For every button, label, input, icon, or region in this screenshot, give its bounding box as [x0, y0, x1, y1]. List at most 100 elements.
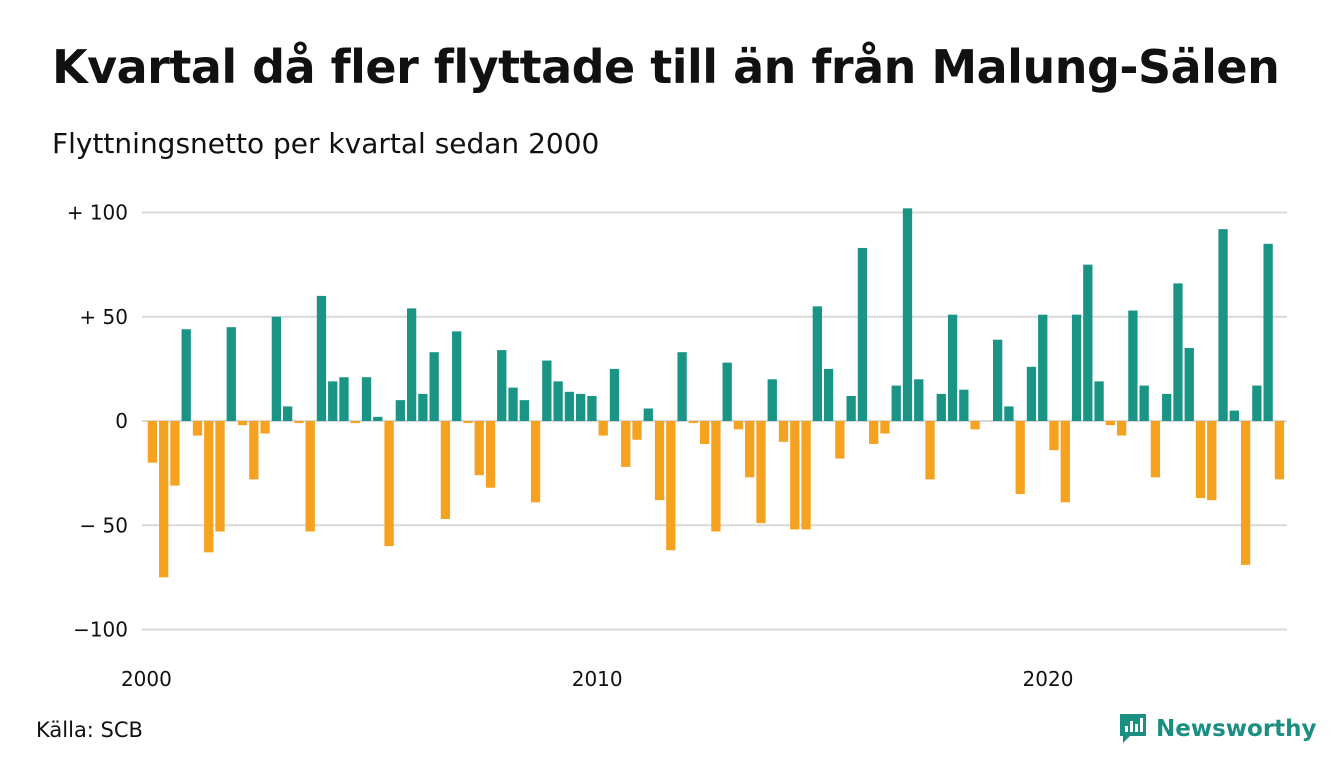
bar-negative — [925, 421, 935, 480]
bar-positive — [508, 387, 518, 421]
bar-positive — [1229, 410, 1239, 421]
y-tick-label: −100 — [73, 618, 128, 642]
bar-negative — [384, 421, 394, 547]
bar-positive — [181, 329, 191, 421]
bar-negative — [970, 421, 980, 430]
bar-negative — [1049, 421, 1059, 451]
bar-positive — [857, 247, 868, 421]
bar-positive — [587, 395, 597, 421]
newsworthy-logo: Newsworthy — [1118, 712, 1317, 746]
brand-name: Newsworthy — [1156, 716, 1317, 742]
bar-negative — [350, 421, 360, 424]
bar-negative — [463, 421, 473, 424]
bar-negative — [1150, 421, 1161, 478]
bar-positive — [1173, 283, 1183, 421]
bar-negative — [621, 421, 631, 467]
bar-positive — [564, 391, 575, 421]
bar-negative — [835, 421, 845, 459]
bar-negative — [756, 421, 766, 524]
x-tick-label: 2010 — [572, 667, 623, 691]
bar-negative — [778, 421, 789, 442]
bar-positive — [226, 327, 236, 422]
bar-positive — [1218, 229, 1228, 421]
bar-positive — [959, 389, 969, 421]
bar-negative — [1015, 421, 1025, 494]
bar-negative — [474, 421, 484, 476]
x-tick-label: 2020 — [1023, 667, 1074, 691]
bar-negative — [305, 421, 315, 532]
bar-positive — [1139, 385, 1149, 422]
bar-negative — [869, 421, 879, 444]
bar-positive — [643, 408, 653, 421]
bar-negative — [790, 421, 800, 530]
bar-positive — [328, 381, 338, 421]
bar-positive — [902, 208, 913, 421]
bar-negative — [530, 421, 541, 503]
bar-positive — [497, 350, 507, 421]
bar-negative — [1195, 421, 1206, 499]
bar-positive — [1071, 314, 1082, 421]
bar-negative — [1274, 421, 1285, 480]
bar-negative — [1116, 421, 1127, 436]
bar-positive — [891, 385, 901, 422]
bar-negative — [215, 421, 225, 532]
bar-positive — [1184, 348, 1194, 421]
bar-negative — [249, 421, 259, 480]
newsworthy-logo-icon — [1120, 714, 1146, 743]
x-axis-ticks: 2000 2010 2020 — [121, 667, 1074, 691]
bar-positive — [553, 381, 563, 421]
bar-positive — [373, 416, 383, 421]
bar-negative — [147, 421, 158, 463]
bar-positive — [395, 400, 405, 421]
bar-positive — [1004, 406, 1014, 421]
bar-negative — [170, 421, 180, 486]
bar-positive — [846, 395, 856, 421]
bar-positive — [947, 314, 958, 421]
bar-negative — [598, 421, 608, 436]
bar-chart: + 100 + 50 0 − 50 −100 2000 2010 2020 — [67, 201, 1287, 691]
bar-positive — [361, 377, 372, 421]
bar-negative — [192, 421, 203, 436]
bar-negative — [1105, 421, 1115, 426]
bar-positive — [542, 360, 552, 421]
bar-positive — [339, 377, 349, 421]
bar-negative — [440, 421, 451, 519]
bar-negative — [1207, 421, 1217, 501]
bar-negative — [688, 421, 699, 424]
bar-positive — [452, 331, 462, 422]
bar-positive — [1026, 366, 1037, 421]
bar-negative — [1060, 421, 1070, 503]
bar-positive — [1162, 393, 1172, 421]
bar-positive — [1263, 243, 1273, 421]
bar-positive — [282, 406, 293, 421]
bar-positive — [812, 306, 822, 421]
bar-negative — [485, 421, 496, 488]
bar-negative — [699, 421, 710, 444]
bar-positive — [1038, 314, 1048, 421]
bar-negative — [237, 421, 248, 426]
bar-positive — [767, 379, 777, 421]
bar-positive — [1094, 381, 1104, 421]
bar-positive — [1252, 385, 1262, 422]
bar-positive — [271, 316, 282, 421]
bar-positive — [914, 379, 924, 421]
bar-positive — [993, 339, 1003, 421]
bar-positive — [406, 308, 417, 421]
bar-positive — [418, 393, 428, 421]
bar-positive — [609, 368, 620, 422]
bar-negative — [733, 421, 744, 430]
bar-negative — [204, 421, 214, 553]
bar-negative — [260, 421, 270, 434]
bar-negative — [666, 421, 676, 551]
chart-subtitle: Flyttningsnetto per kvartal sedan 2000 — [52, 127, 600, 160]
y-axis-ticks: + 100 + 50 0 − 50 −100 — [67, 201, 128, 642]
y-tick-label: − 50 — [79, 513, 128, 537]
bar-negative — [159, 421, 169, 578]
bar-negative — [880, 421, 890, 434]
bar-positive — [429, 352, 439, 421]
x-tick-label: 2000 — [121, 667, 172, 691]
bar-positive — [722, 362, 732, 421]
bar-negative — [294, 421, 304, 424]
chart-title: Kvartal då fler flyttade till än från Ma… — [52, 40, 1280, 94]
bar-negative — [745, 421, 755, 478]
